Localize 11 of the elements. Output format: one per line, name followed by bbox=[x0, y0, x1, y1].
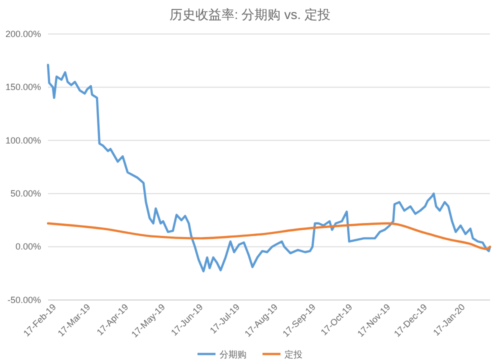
legend-label: 分期购 bbox=[220, 350, 246, 360]
line-series bbox=[46, 64, 492, 272]
y-tick-label: 200.00% bbox=[5, 28, 41, 39]
y-tick-label: 150.00% bbox=[5, 82, 41, 92]
y-tick-label: -50.00% bbox=[7, 294, 41, 305]
y-tick-label: 100.00% bbox=[5, 135, 41, 146]
chart-title: 历史收益率: 分期购 vs. 定投 bbox=[169, 7, 331, 22]
line-series bbox=[46, 222, 492, 250]
y-tick-label: 0.00% bbox=[15, 242, 41, 252]
legend-label: 定投 bbox=[284, 350, 302, 360]
y-tick-label: 50.00% bbox=[10, 188, 41, 198]
